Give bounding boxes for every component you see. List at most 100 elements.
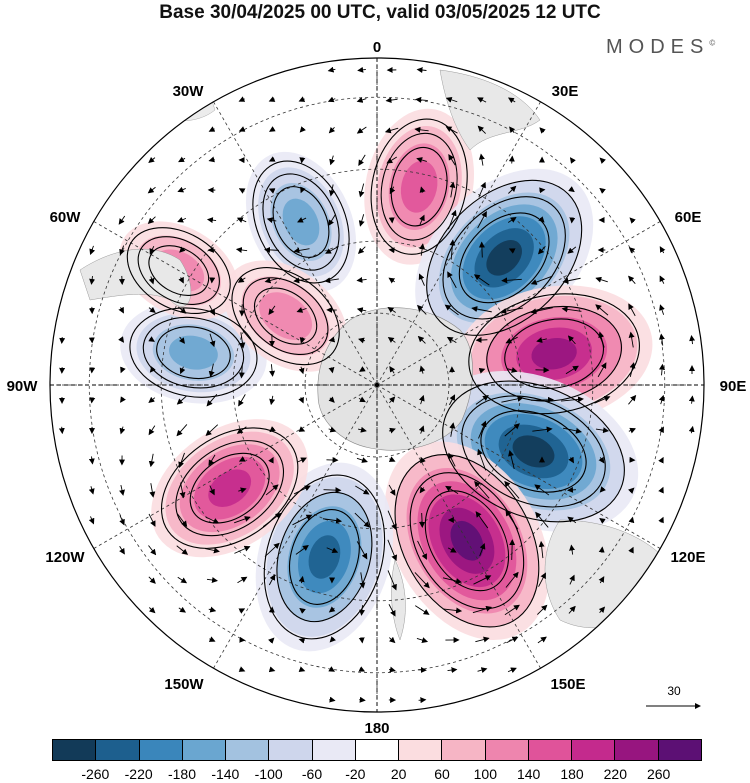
colorbar-tick-label: -220 bbox=[124, 766, 153, 782]
wind-vector bbox=[419, 365, 426, 374]
wind-vector bbox=[477, 448, 487, 471]
wind-vector bbox=[599, 187, 606, 194]
wind-vector bbox=[597, 362, 607, 378]
wind-vector bbox=[328, 336, 336, 343]
wind-vector bbox=[88, 456, 95, 465]
wind-vector bbox=[628, 275, 636, 284]
colorbar-tick-label: 260 bbox=[646, 766, 671, 782]
wind-vector bbox=[628, 331, 635, 348]
wind-vector bbox=[177, 513, 188, 528]
colorbar-cell bbox=[226, 740, 270, 760]
height-contour bbox=[137, 236, 220, 305]
wind-vector bbox=[419, 512, 426, 528]
wind-vector bbox=[388, 604, 396, 617]
wind-vector bbox=[88, 486, 95, 495]
colorbar-tick-label: -60 bbox=[301, 766, 323, 782]
wind-vector bbox=[356, 126, 367, 134]
wind-vector bbox=[298, 575, 305, 584]
wind-vector bbox=[269, 426, 276, 433]
wind-vector bbox=[658, 426, 664, 434]
wind-vector bbox=[265, 484, 279, 496]
height-contour bbox=[424, 490, 510, 592]
wind-vector bbox=[477, 125, 486, 134]
wind-vector bbox=[264, 277, 279, 284]
wind-vector bbox=[148, 425, 156, 436]
wind-vector bbox=[388, 636, 396, 644]
wind-vector bbox=[177, 216, 187, 223]
wind-vector bbox=[415, 605, 430, 615]
colorbar-tick-label: 60 bbox=[434, 766, 450, 782]
wind-vector bbox=[325, 246, 339, 254]
wind-vector bbox=[118, 215, 126, 225]
wind-vector bbox=[472, 605, 493, 614]
wind-vector bbox=[501, 277, 522, 284]
wind-vector bbox=[538, 540, 545, 559]
wind-vector bbox=[148, 336, 155, 342]
height-contour bbox=[263, 474, 386, 640]
wind-vector bbox=[356, 307, 367, 314]
height-contour bbox=[442, 196, 566, 320]
wind-vector bbox=[237, 276, 246, 283]
wind-vector bbox=[386, 156, 398, 164]
colorbar-tick-label: 220 bbox=[603, 766, 628, 782]
wind-vector bbox=[415, 96, 428, 103]
wind-vector bbox=[475, 395, 489, 405]
wind-vector bbox=[507, 216, 517, 223]
wind-vector bbox=[238, 126, 246, 132]
wind-vector bbox=[446, 336, 457, 344]
wind-vector bbox=[530, 307, 553, 315]
wind-vector bbox=[599, 517, 606, 524]
wind-vector bbox=[561, 396, 584, 403]
wind-vector bbox=[442, 607, 463, 614]
wind-vector bbox=[327, 66, 336, 73]
wind-vector bbox=[207, 246, 216, 253]
anomaly-contour-fill bbox=[208, 469, 252, 507]
wind-vector bbox=[296, 307, 307, 313]
wind-vector bbox=[658, 516, 664, 524]
lon-label-90w: 90W bbox=[7, 378, 39, 395]
colorbar-cell bbox=[399, 740, 443, 760]
wind-vector bbox=[179, 246, 186, 253]
wind-vector bbox=[179, 366, 186, 375]
wind-vector bbox=[629, 217, 636, 224]
wind-vector bbox=[329, 696, 336, 703]
wind-vector bbox=[508, 248, 516, 254]
anomaly-field bbox=[119, 108, 653, 652]
wind-vector bbox=[299, 336, 306, 344]
colorbar-cell bbox=[615, 740, 659, 760]
lon-label-30e: 30E bbox=[552, 83, 579, 100]
wind-vector bbox=[509, 539, 516, 560]
wind-vector bbox=[89, 276, 96, 285]
wind-vector bbox=[417, 540, 427, 560]
wind-vector bbox=[628, 427, 637, 434]
wind-vector bbox=[118, 336, 125, 343]
wind-vector bbox=[504, 423, 520, 437]
lon-label-180: 180 bbox=[364, 720, 389, 735]
wind-vector bbox=[268, 574, 276, 586]
height-contour bbox=[276, 491, 373, 623]
wind-vector bbox=[209, 333, 216, 348]
wind-vector bbox=[147, 186, 156, 194]
wind-vector bbox=[598, 331, 605, 348]
wind-vector bbox=[445, 126, 458, 134]
wind-vector bbox=[562, 277, 581, 284]
wind-vector bbox=[595, 276, 608, 283]
wind-vector bbox=[262, 512, 282, 527]
wind-vector bbox=[238, 96, 246, 102]
wind-vector bbox=[357, 246, 366, 254]
anomaly-contour-fill bbox=[531, 337, 577, 370]
colorbar-tick-label: 180 bbox=[560, 766, 584, 782]
wind-vector bbox=[147, 216, 156, 225]
map-boundary bbox=[49, 57, 705, 713]
wind-vector bbox=[387, 539, 398, 562]
wind-vector bbox=[479, 543, 486, 557]
antarctica-land bbox=[317, 307, 473, 451]
wind-vector bbox=[209, 305, 215, 316]
wind-vector bbox=[419, 214, 425, 225]
wind-vector bbox=[264, 246, 280, 253]
wind-vector bbox=[148, 513, 156, 527]
wind-vector bbox=[176, 424, 188, 437]
anomaly-contour-fill bbox=[259, 292, 313, 340]
height-contour bbox=[461, 395, 606, 508]
lon-label-150w: 150W bbox=[164, 676, 204, 693]
